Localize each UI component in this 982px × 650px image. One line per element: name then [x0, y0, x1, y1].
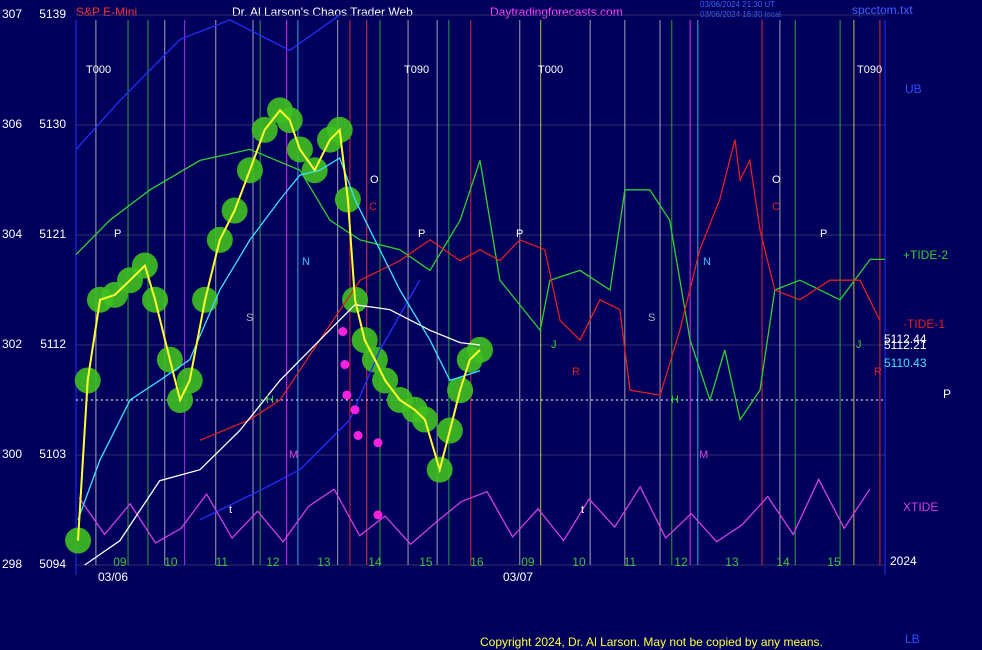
annotation: M [699, 449, 708, 461]
timestamp: 03/06/2024 21:30 UT [700, 0, 775, 9]
annotation: S [648, 312, 655, 324]
year-label: 2024 [890, 554, 917, 568]
x-tick-label: 14 [368, 555, 382, 569]
annotation: P [418, 228, 425, 240]
series-line [84, 304, 481, 566]
annotation: T090 [404, 64, 429, 76]
series-label: -TIDE-1 [903, 317, 945, 331]
annotation: C [772, 201, 780, 213]
symbol: S&P E-Mini [76, 5, 137, 19]
x-tick-label: 12 [266, 555, 280, 569]
series-label: XTIDE [903, 500, 938, 514]
file-name: spcctom.txt [852, 3, 913, 17]
x-tick-label: 13 [725, 555, 739, 569]
annotation: P [516, 228, 523, 240]
price-label: 5112.21 [884, 338, 927, 352]
series-line [75, 14, 341, 150]
price-label: 5112.44 [884, 332, 927, 346]
price-scale-label: 300 [2, 447, 22, 461]
annotation: H [671, 394, 679, 406]
y-tick-label: 5103 [39, 447, 66, 461]
price-scale-label: 304 [2, 227, 22, 241]
site: Daytradingforecasts.com [490, 5, 623, 19]
annotation: J [551, 339, 557, 351]
annotation: M [289, 449, 298, 461]
annotation: N [302, 256, 310, 268]
x-tick-label: 12 [674, 555, 688, 569]
y-tick-label: 5094 [39, 557, 66, 571]
annotation: T000 [538, 64, 563, 76]
annotation: O [370, 174, 379, 186]
x-tick-label: 14 [776, 555, 790, 569]
price-scale-label: 306 [2, 117, 22, 131]
series-label: +TIDE-2 [903, 248, 948, 262]
dot [353, 430, 363, 440]
dot [350, 405, 360, 415]
right-marker: P [943, 387, 951, 401]
x-tick-label: 10 [572, 555, 586, 569]
annotation: O [772, 174, 781, 186]
copyright: Copyright 2024, Dr. Al Larson. May not b… [480, 635, 823, 649]
annotation: P [114, 228, 121, 240]
dot [342, 390, 352, 400]
price-label: 5110.43 [884, 356, 927, 370]
annotation: t [581, 504, 584, 516]
chart-title: Dr. Al Larson's Chaos Trader Web [232, 5, 413, 19]
annotation: C [369, 201, 377, 213]
series-line [199, 139, 881, 441]
x-tick-label: 13 [317, 555, 331, 569]
y-tick-label: 5112 [40, 337, 66, 351]
price-scale-label: 307 [2, 7, 22, 21]
dot [373, 438, 383, 448]
y-tick-label: 5139 [39, 7, 66, 21]
date-label: 03/07 [503, 570, 533, 584]
series-line [75, 148, 885, 422]
y-tick-label: 5130 [39, 117, 66, 131]
x-tick-label: 10 [164, 555, 178, 569]
x-tick-label: 15 [419, 555, 433, 569]
dot [340, 360, 350, 370]
annotation: J [856, 339, 862, 351]
price-scale-label: 302 [2, 337, 22, 351]
annotation: N [703, 256, 711, 268]
series-label: LB [905, 632, 920, 646]
series-line [77, 108, 481, 541]
annotation: T000 [86, 64, 111, 76]
series-line [199, 279, 421, 521]
annotation: P [820, 228, 827, 240]
x-tick-label: 15 [827, 555, 841, 569]
annotation: T090 [857, 64, 882, 76]
x-tick-label: 09 [113, 555, 127, 569]
dot [373, 510, 383, 520]
annotation: H [266, 394, 274, 406]
x-tick-label: 16 [470, 555, 484, 569]
x-tick-label: 09 [521, 555, 535, 569]
series-line [78, 477, 871, 546]
annotation: t [229, 504, 232, 516]
dot [338, 327, 348, 337]
series-label: UB [905, 82, 922, 96]
annotation: R [874, 366, 882, 378]
y-tick-label: 5121 [39, 227, 66, 241]
x-tick-label: 11 [624, 555, 637, 569]
annotation: S [246, 312, 253, 324]
x-tick-label: 11 [216, 555, 229, 569]
date-label: 03/06 [98, 570, 128, 584]
series-line [77, 157, 481, 521]
price-scale-label: 298 [2, 557, 22, 571]
annotation: R [572, 366, 580, 378]
